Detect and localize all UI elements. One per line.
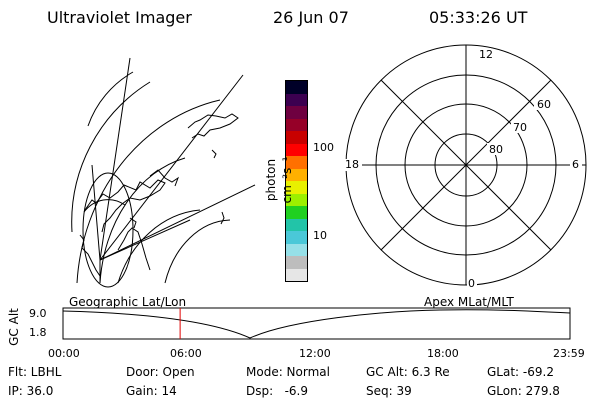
altitude-curve [62,309,571,339]
lat-label-70: 70 [513,121,527,134]
lat-label-60: 60 [537,98,551,111]
color-scale-segment [286,106,307,119]
color-scale-segment [286,231,307,244]
color-scale-bar [285,80,308,282]
geographic-map [71,57,256,288]
color-scale-segment [286,181,307,194]
timeline-frame [62,307,571,340]
time-tick-0000: 00:00 [48,347,80,360]
color-scale-segment [286,118,307,131]
colorbar-tick-10: 10 [313,229,327,242]
color-scale-segment [286,268,307,281]
dsp-value: Dsp: -6.9 [246,384,309,398]
ip-value: IP: 36.0 [8,384,54,398]
mlt-label-12: 12 [479,48,493,61]
color-scale-unit-label: photon cm⁻²s⁻¹ [264,156,294,204]
mlt-label-0: 0 [468,277,475,290]
color-scale-segment [286,131,307,144]
color-scale-segment [286,168,307,181]
lat-label-80: 80 [489,143,503,156]
timeline-axis-title: GC Alt [7,308,21,346]
color-scale-segment [286,256,307,269]
time-label: 05:33:26 UT [429,8,528,27]
glon-value: GLon: 279.8 [487,384,560,398]
color-scale-segment [286,81,307,94]
geographic-map-label: Geographic Lat/Lon [69,295,187,309]
colorbar-tick-100: 100 [313,141,334,154]
door-status: Door: Open [126,365,195,379]
time-tick-0600: 06:00 [170,347,202,360]
color-scale-segment [286,243,307,256]
color-scale-segment [286,143,307,156]
glat-value: GLat: -69.2 [487,365,554,379]
filter-value: Flt: LBHL [8,365,62,379]
mlt-label-18: 18 [345,158,359,171]
color-scale-segment [286,93,307,106]
gain-value: Gain: 14 [126,384,177,398]
altitude-timeline-plot [62,307,571,340]
color-scale-segment [286,193,307,206]
date-label: 26 Jun 07 [273,8,349,27]
sequence-value: Seq: 39 [366,384,412,398]
timeline-y-max: 9.0 [29,307,47,320]
mode-value: Mode: Normal [246,365,330,379]
instrument-title: Ultraviolet Imager [47,8,192,27]
gc-alt-value: GC Alt: 6.3 Re [366,365,450,379]
mlt-label-6: 6 [572,158,579,171]
color-scale-segment [286,218,307,231]
color-scale-segment [286,206,307,219]
color-scale-segment [286,156,307,169]
timeline-y-min: 1.8 [29,326,47,339]
apex-map-label: Apex MLat/MLT [424,295,514,309]
time-tick-1800: 18:00 [427,347,459,360]
time-tick-1200: 12:00 [299,347,331,360]
apex-polar-plot [342,44,587,290]
time-tick-2359: 23:59 [553,347,585,360]
